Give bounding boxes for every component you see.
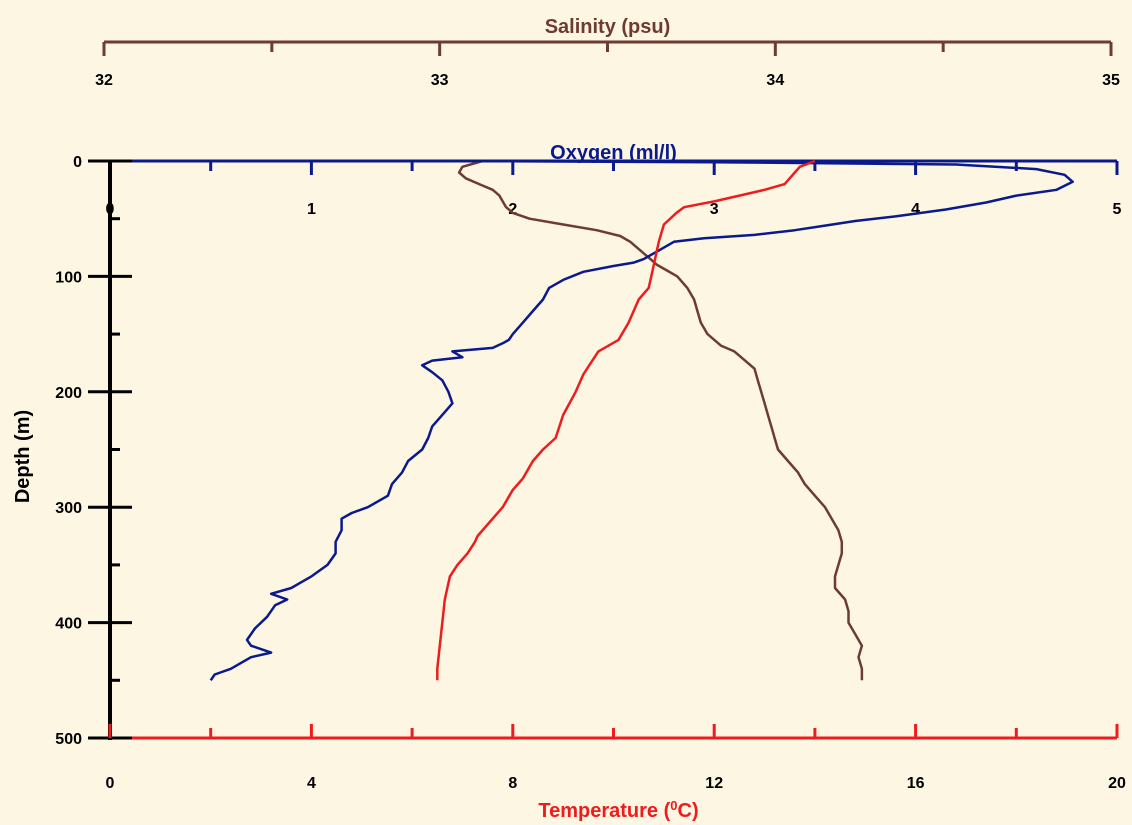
temperature-tick-label: 20 xyxy=(1108,775,1126,792)
temperature-axis: 0 4 8 12 16 20 xyxy=(106,724,1126,792)
oxygen-tick-label: 4 xyxy=(911,201,920,218)
temperature-tick-label: 4 xyxy=(307,775,316,792)
temperature-axis-title: Temperature (0C) xyxy=(538,798,698,822)
series-layer xyxy=(209,159,1074,682)
salinity-axis-title: Salinity (psu) xyxy=(545,16,671,38)
depth-axis-title: Depth (m) xyxy=(12,410,34,503)
salinity-tick-label: 34 xyxy=(766,72,784,89)
temperature-title-superscript: 0 xyxy=(670,798,677,813)
depth-tick-label: 100 xyxy=(55,269,82,286)
oxygen-tick-label: 1 xyxy=(307,201,316,218)
temperature-profile-line xyxy=(436,159,816,681)
depth-tick-label: 400 xyxy=(55,616,82,633)
temperature-tick-label: 0 xyxy=(106,775,115,792)
temperature-tick-label: 16 xyxy=(907,775,925,792)
temperature-title-suffix: C) xyxy=(678,800,699,822)
temperature-tick-label: 8 xyxy=(508,775,517,792)
salinity-axis: 32 33 34 35 xyxy=(95,40,1120,89)
oxygen-tick-label: 3 xyxy=(710,201,719,218)
temperature-tick-label: 12 xyxy=(705,775,723,792)
depth-axis: 0 100 200 300 400 500 xyxy=(55,154,132,748)
salinity-tick-label: 33 xyxy=(431,72,449,89)
depth-tick-label: 500 xyxy=(55,731,82,748)
depth-tick-label: 0 xyxy=(73,154,82,171)
depth-tick-label: 300 xyxy=(55,500,82,517)
oxygen-axis-title: Oxygen (ml/l) xyxy=(550,142,677,164)
salinity-profile-line xyxy=(457,159,864,681)
salinity-tick-label: 35 xyxy=(1102,72,1120,89)
temperature-title-main: Temperature ( xyxy=(538,800,670,822)
salinity-tick-label: 32 xyxy=(95,72,113,89)
oxygen-tick-label: 2 xyxy=(508,201,517,218)
oxygen-tick-label: 5 xyxy=(1113,201,1122,218)
depth-tick-label: 200 xyxy=(55,385,82,402)
oxygen-profile-line xyxy=(209,159,1074,682)
